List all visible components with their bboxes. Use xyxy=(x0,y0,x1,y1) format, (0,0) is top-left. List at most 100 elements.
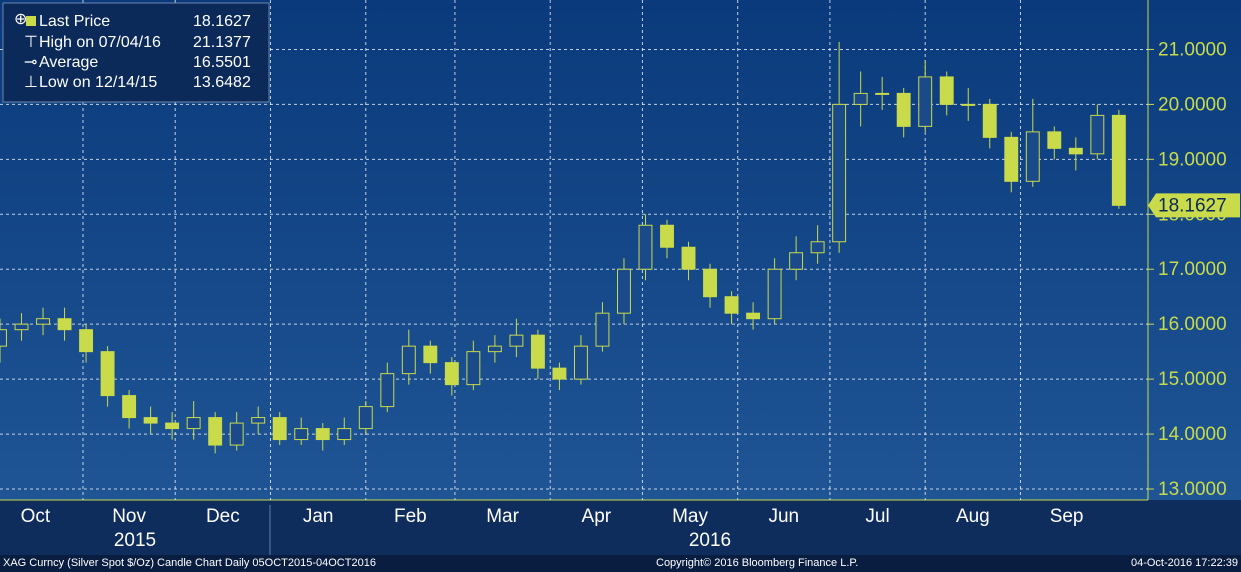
x-tick-label: Feb xyxy=(394,506,427,527)
candle-body xyxy=(100,351,115,397)
legend-box xyxy=(2,2,270,103)
candle-body xyxy=(617,268,631,314)
legend-value: 18.1627 xyxy=(193,13,251,30)
candle-body xyxy=(1090,114,1105,155)
candle-body xyxy=(294,428,309,441)
candle-body xyxy=(767,268,782,320)
candle-body xyxy=(789,252,804,270)
legend-icon: ⊕ xyxy=(14,11,27,28)
candle-body xyxy=(875,92,890,95)
y-tick-label: 19.0000 xyxy=(1158,149,1227,170)
x-tick-label: Aug xyxy=(956,506,990,527)
candle-body xyxy=(961,103,976,106)
candle-body xyxy=(552,367,567,380)
candle-body xyxy=(466,351,481,386)
candle-body xyxy=(337,428,352,441)
candle-body xyxy=(487,345,502,353)
x-tick-label: Oct xyxy=(21,506,51,527)
x-tick-label: Apr xyxy=(582,506,612,527)
x-axis-band xyxy=(0,500,1241,555)
footer-band xyxy=(0,555,1241,572)
candle-body xyxy=(939,76,954,105)
candle-body xyxy=(660,224,674,248)
candle-body xyxy=(1025,131,1040,182)
legend-swatch xyxy=(26,16,36,26)
candle-body xyxy=(724,296,739,314)
footer-copyright: Copyright© 2016 Bloomberg Finance L.P. xyxy=(656,557,858,569)
y-tick-label: 15.0000 xyxy=(1158,369,1227,390)
y-tick-label: 13.0000 xyxy=(1158,479,1227,500)
legend-icon: ⊥ xyxy=(24,74,38,91)
candle-body xyxy=(186,417,201,430)
candle-body xyxy=(14,323,29,331)
candle-body xyxy=(853,92,868,105)
legend: ⊕ ⊤ ⊸ ⊥ Last Price 18.1627 High on 07/04… xyxy=(2,2,270,103)
candle-body xyxy=(0,329,7,347)
candle-body xyxy=(208,417,223,446)
candle-body xyxy=(746,312,761,320)
last-price-label: 18.1627 xyxy=(1158,195,1227,216)
y-tick-label: 14.0000 xyxy=(1158,424,1227,445)
candle-body xyxy=(703,268,717,298)
candle-body xyxy=(509,334,524,347)
candle-body xyxy=(36,318,50,325)
candle-body xyxy=(918,76,933,127)
last-price-tag xyxy=(1148,193,1240,218)
candle-body xyxy=(530,334,545,369)
axes: 13.000014.000015.000016.000017.000018.00… xyxy=(21,39,1240,527)
legend-value: 21.1377 xyxy=(193,34,251,51)
candles xyxy=(0,41,1126,454)
candle-body xyxy=(595,312,610,347)
legend-icon: ⊤ xyxy=(24,34,38,51)
candle-body xyxy=(1004,136,1019,182)
y-tick-label: 20.0000 xyxy=(1158,94,1227,115)
candle-body xyxy=(165,422,180,430)
candle-body xyxy=(896,92,911,127)
candle-body xyxy=(444,362,459,386)
candle-body xyxy=(251,417,266,424)
candle-body xyxy=(423,345,438,364)
legend-label: High on 07/04/16 xyxy=(39,34,161,51)
candle-body xyxy=(229,422,244,446)
candle-body xyxy=(638,224,653,270)
x-tick-label: Jul xyxy=(865,506,889,527)
y-tick-label: 21.0000 xyxy=(1158,39,1227,60)
legend-value: 16.5501 xyxy=(193,54,251,71)
candle-body xyxy=(1068,147,1083,155)
legend-label: Average xyxy=(39,54,98,71)
footer-description: XAG Curncy (Silver Spot $/Oz) Candle Cha… xyxy=(3,557,376,569)
candle-body xyxy=(57,318,72,331)
x-tick-label: Mar xyxy=(486,506,519,527)
candle-body xyxy=(122,395,137,419)
footer-timestamp: 04-Oct-2016 17:22:39 xyxy=(1131,557,1238,569)
legend-value: 13.6482 xyxy=(193,74,251,91)
year-label: 2015 xyxy=(114,530,156,551)
y-tick-label: 17.0000 xyxy=(1158,259,1227,280)
candle-body xyxy=(681,246,696,270)
grid xyxy=(0,0,1148,500)
candle-body xyxy=(358,406,373,430)
legend-label: Low on 12/14/15 xyxy=(39,74,157,91)
x-tick-label: Sep xyxy=(1050,506,1084,527)
x-tick-label: Jan xyxy=(303,506,334,527)
candle-body xyxy=(1111,114,1126,206)
candle-body xyxy=(143,417,158,424)
x-tick-label: Dec xyxy=(206,506,240,527)
candle-body xyxy=(1047,131,1062,149)
candle-body xyxy=(810,241,825,254)
candle-body xyxy=(315,428,330,441)
candle-body xyxy=(573,345,588,380)
y-tick-label: 16.0000 xyxy=(1158,314,1227,335)
candle-body xyxy=(272,417,287,441)
candle-body xyxy=(832,103,847,243)
candle-body xyxy=(982,103,997,138)
candle-body xyxy=(401,345,416,375)
legend-icon: ⊸ xyxy=(24,54,37,71)
x-tick-label: Jun xyxy=(768,506,799,527)
candle-body xyxy=(79,329,94,353)
candle-body xyxy=(380,373,395,408)
legend-label: Last Price xyxy=(39,13,110,30)
x-tick-label: May xyxy=(672,506,708,527)
year-label: 2016 xyxy=(689,530,731,551)
